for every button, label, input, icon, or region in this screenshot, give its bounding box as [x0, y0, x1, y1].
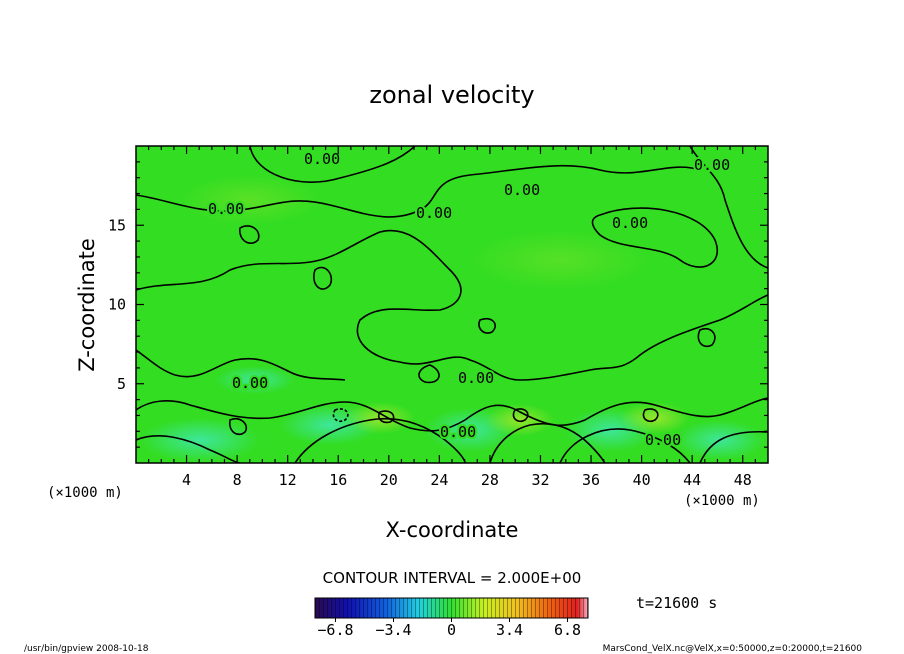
contour-line [239, 225, 260, 244]
colorbar: −6.8 −3.4 0 3.4 6.8 [314, 597, 589, 639]
contour-label: 0.00 [440, 423, 476, 441]
chart-title: zonal velocity [369, 81, 534, 109]
contour-label: 0.00 [304, 150, 340, 168]
x-tick-label: 28 [481, 471, 499, 489]
x-tick-label: 4 [182, 471, 191, 489]
contour-label: 0.00 [694, 156, 730, 174]
contour-line [642, 408, 659, 423]
field-shade [485, 404, 555, 436]
contour-line [377, 410, 395, 424]
x-tick-label: 24 [430, 471, 448, 489]
field-shade [180, 175, 320, 225]
field-shade [215, 366, 295, 394]
contour-line [478, 317, 496, 334]
colorbar-ticks: −6.8 −3.4 0 3.4 6.8 [317, 618, 581, 639]
contour-line [697, 327, 716, 348]
footer-right: MarsCond_VelX.nc@VelX,x=0:50000,z=0:2000… [603, 644, 863, 654]
contour-line [559, 428, 691, 463]
contour-label: 0.00 [645, 431, 681, 449]
time-label: t=21600 s [636, 594, 717, 612]
colorbar-tick-label: −6.8 [317, 621, 353, 639]
contour-label: 0.00 [458, 369, 494, 387]
contour-label: 0.00 [504, 181, 540, 199]
contour-line [419, 164, 701, 211]
y-tick-label: 10 [108, 296, 126, 314]
footer-left: /usr/bin/gpview 2008-10-18 [24, 644, 149, 654]
x-tick-label: 20 [380, 471, 398, 489]
x-tick-label: 32 [531, 471, 549, 489]
contour-line [136, 194, 421, 218]
contour-line [512, 408, 529, 423]
colorbar-tick-label: 0 [447, 621, 456, 639]
field-shade [470, 230, 650, 290]
contour-labels: 0.00 0.00 0.00 0.00 0.00 0.00 0.00 0.00 … [206, 148, 732, 451]
colorbar-tick-label: 3.4 [496, 621, 523, 639]
contour-line [313, 266, 333, 290]
field-shade [140, 418, 260, 462]
contour-line [489, 422, 606, 463]
field-shade [345, 402, 415, 434]
plot-area: 0.00 0.00 0.00 0.00 0.00 0.00 0.00 0.00 … [136, 146, 768, 463]
contour-line [136, 435, 241, 463]
y-tick-label: 5 [117, 375, 126, 393]
contour-lines [136, 146, 768, 463]
x-tick-label: 8 [233, 471, 242, 489]
contour-interval-label: CONTOUR INTERVAL = 2.000E+00 [323, 569, 582, 587]
contour-label: 0.00 [612, 214, 648, 232]
x-tick-label: 16 [329, 471, 347, 489]
contour-line [136, 397, 768, 432]
field-shade [620, 402, 690, 434]
contour-label: 0.00 [416, 204, 452, 222]
contour-line [591, 207, 718, 268]
contour-line [332, 408, 349, 423]
contour-line [249, 146, 416, 183]
contour-line [418, 364, 440, 384]
contour-line [136, 349, 346, 381]
contour-line [699, 430, 768, 463]
y-tick-label: 15 [108, 216, 126, 234]
x-unit-label-left: (×1000 m) [47, 485, 123, 501]
colorbar-tick-label: −3.4 [375, 621, 411, 639]
x-unit-label-right: (×1000 m) [684, 493, 760, 509]
contour-line [689, 146, 768, 269]
contour-line [228, 417, 248, 436]
x-tick-label: 40 [633, 471, 651, 489]
contour-line [136, 229, 462, 363]
colorbar-stripes [315, 598, 588, 618]
colorbar-tick-label: 6.8 [554, 621, 581, 639]
contour-label: 0.00 [208, 200, 244, 218]
x-tick-label: 48 [734, 471, 752, 489]
x-axis-title: X-coordinate [386, 518, 519, 542]
contour-line [294, 417, 466, 463]
y-axis-title: Z-coordinate [75, 238, 99, 372]
y-ticks: 5 10 15 [108, 161, 768, 448]
x-tick-label: 36 [582, 471, 600, 489]
contour-line [399, 294, 768, 381]
contour-label: 0.00 [232, 374, 268, 392]
x-tick-label: 44 [683, 471, 701, 489]
x-tick-label: 12 [279, 471, 297, 489]
x-ticks: 4 8 12 16 20 24 28 32 36 40 44 48 [148, 146, 756, 489]
